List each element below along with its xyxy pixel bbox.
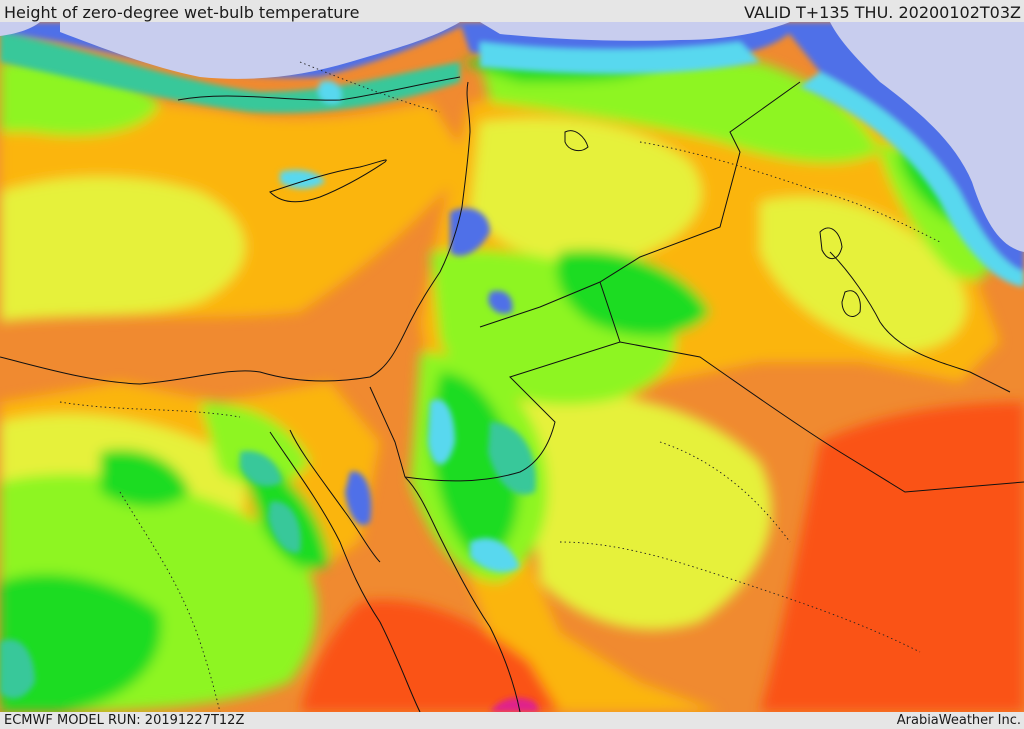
coastline-mediterranean	[0, 81, 471, 385]
coastline-cyprus	[269, 159, 387, 203]
coastline-turkey	[177, 76, 461, 101]
border-sinai	[369, 386, 406, 478]
high-terrain-southeast-turkey	[480, 22, 790, 41]
high-terrain-iran	[830, 22, 1024, 252]
dotted-boundary-3	[559, 541, 921, 653]
coastline-lake-tharthar	[819, 227, 843, 260]
coastline-lake-razzaza	[841, 290, 861, 317]
boundaries	[0, 76, 1024, 712]
high-terrain-west	[0, 22, 40, 36]
field-layers	[0, 54, 1024, 712]
footer-bar: ECMWF MODEL RUN: 20191227T12Z ArabiaWeat…	[0, 712, 1024, 729]
title-bar: Height of zero-degree wet-bulb temperatu…	[0, 0, 1024, 22]
dotted-boundary-6	[299, 61, 441, 113]
dotted-boundary-5	[659, 441, 791, 543]
border-arabia-north	[404, 341, 1024, 493]
high-terrain-turkey	[60, 22, 460, 79]
chart-title: Height of zero-degree wet-bulb temperatu…	[4, 3, 360, 22]
internal-boundaries	[59, 61, 941, 712]
coastline-gulf-suez	[289, 429, 381, 563]
weather-map	[0, 22, 1024, 712]
dotted-boundary-1	[59, 401, 241, 418]
model-run-label: ECMWF MODEL RUN: 20191227T12Z	[4, 713, 245, 728]
credit-label: ArabiaWeather Inc.	[896, 713, 1021, 728]
valid-time-label: VALID T+135 THU. 20200102T03Z	[744, 3, 1021, 22]
coastline-red-sea-east	[404, 476, 521, 712]
coastline-red-sea-west	[269, 431, 421, 712]
border-jordan-iraq	[599, 281, 621, 343]
border-iraq-iran	[829, 251, 1011, 393]
map-area	[0, 22, 1024, 712]
coastline-lake-assad	[564, 130, 589, 152]
border-syria-iraq	[479, 81, 801, 328]
